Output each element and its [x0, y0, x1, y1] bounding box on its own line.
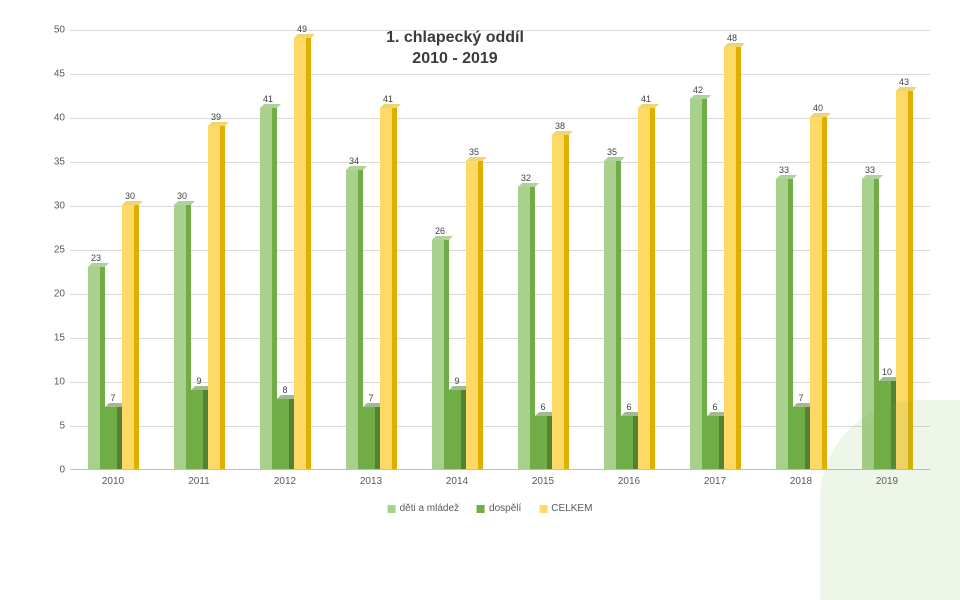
bar-value-label: 6 [626, 402, 631, 412]
bar-value-label: 7 [798, 393, 803, 403]
x-axis-label: 2017 [704, 476, 726, 487]
bar: 26 [432, 240, 449, 469]
bar-value-label: 8 [282, 385, 287, 395]
gridline [70, 74, 930, 75]
bar: 30 [174, 205, 191, 469]
bar-value-label: 49 [297, 24, 307, 34]
bar: 38 [552, 135, 569, 469]
legend-item: CELKEM [539, 503, 592, 514]
legend-label: CELKEM [551, 503, 592, 514]
y-axis-label: 30 [45, 201, 65, 212]
bar: 41 [380, 108, 397, 469]
bar-value-label: 6 [712, 402, 717, 412]
bar: 6 [535, 416, 552, 469]
bar-value-label: 42 [693, 85, 703, 95]
bar-value-label: 23 [91, 253, 101, 263]
x-axis-label: 2011 [188, 476, 210, 487]
bar: 35 [604, 161, 621, 469]
legend-swatch [388, 505, 396, 513]
bar: 48 [724, 47, 741, 469]
bar: 39 [208, 126, 225, 469]
x-axis-label: 2012 [274, 476, 296, 487]
bar: 8 [277, 399, 294, 469]
bar: 7 [105, 407, 122, 469]
gridline [70, 294, 930, 295]
bar-value-label: 38 [555, 121, 565, 131]
bar: 34 [346, 170, 363, 469]
x-axis-label: 2016 [618, 476, 640, 487]
x-axis-label: 2015 [532, 476, 554, 487]
gridline [70, 118, 930, 119]
bar-value-label: 7 [110, 393, 115, 403]
x-axis-label: 2014 [446, 476, 468, 487]
bar: 30 [122, 205, 139, 469]
gridline [70, 162, 930, 163]
bar: 7 [793, 407, 810, 469]
plot-area: 0510152025303540455020102373020113093920… [70, 30, 930, 470]
bar-value-label: 30 [125, 191, 135, 201]
bar-value-label: 40 [813, 103, 823, 113]
chart-title-line2: 2010 - 2019 [412, 50, 497, 67]
bar-value-label: 7 [368, 393, 373, 403]
bar: 41 [260, 108, 277, 469]
bar: 9 [449, 390, 466, 469]
bar-value-label: 41 [383, 94, 393, 104]
legend-item: děti a mládež [388, 503, 459, 514]
chart-title-line1: 1. chlapecký oddíl [386, 29, 524, 46]
bar-value-label: 43 [899, 77, 909, 87]
y-axis-label: 5 [45, 421, 65, 432]
chart-title: 1. chlapecký oddíl 2010 - 2019 [330, 28, 580, 70]
bar: 9 [191, 390, 208, 469]
bar-value-label: 9 [196, 376, 201, 386]
bar-value-label: 9 [454, 376, 459, 386]
legend-label: dospělí [489, 503, 521, 514]
y-axis-label: 0 [45, 465, 65, 476]
bar: 42 [690, 99, 707, 469]
legend: děti a mládež dospělí CELKEM [388, 503, 593, 514]
bar-value-label: 10 [882, 367, 892, 377]
x-axis-label: 2010 [102, 476, 124, 487]
gridline [70, 338, 930, 339]
legend-swatch [539, 505, 547, 513]
bar: 6 [707, 416, 724, 469]
x-axis-label: 2018 [790, 476, 812, 487]
bar: 41 [638, 108, 655, 469]
y-axis-label: 45 [45, 69, 65, 80]
bar-value-label: 34 [349, 156, 359, 166]
bar: 33 [776, 179, 793, 469]
bar-value-label: 33 [865, 165, 875, 175]
x-axis-label: 2013 [360, 476, 382, 487]
y-axis-label: 15 [45, 333, 65, 344]
bar: 7 [363, 407, 380, 469]
y-axis-label: 35 [45, 157, 65, 168]
chart-container: 0510152025303540455020102373020113093920… [40, 10, 940, 520]
bar-value-label: 48 [727, 33, 737, 43]
bar-value-label: 30 [177, 191, 187, 201]
y-axis-label: 40 [45, 113, 65, 124]
bar-value-label: 26 [435, 226, 445, 236]
bar-value-label: 39 [211, 112, 221, 122]
bar: 32 [518, 187, 535, 469]
bar: 6 [621, 416, 638, 469]
y-axis-label: 50 [45, 25, 65, 36]
bar-value-label: 32 [521, 173, 531, 183]
y-axis-label: 20 [45, 289, 65, 300]
bar-value-label: 6 [540, 402, 545, 412]
bar: 35 [466, 161, 483, 469]
y-axis-label: 10 [45, 377, 65, 388]
legend-item: dospělí [477, 503, 521, 514]
bar-value-label: 35 [469, 147, 479, 157]
bar-value-label: 41 [641, 94, 651, 104]
bar-value-label: 35 [607, 147, 617, 157]
gridline [70, 206, 930, 207]
bar-value-label: 41 [263, 94, 273, 104]
bar-value-label: 33 [779, 165, 789, 175]
bar: 23 [88, 267, 105, 469]
legend-label: děti a mládež [400, 503, 459, 514]
legend-swatch [477, 505, 485, 513]
gridline [70, 250, 930, 251]
bar: 40 [810, 117, 827, 469]
y-axis-label: 25 [45, 245, 65, 256]
bar: 49 [294, 38, 311, 469]
